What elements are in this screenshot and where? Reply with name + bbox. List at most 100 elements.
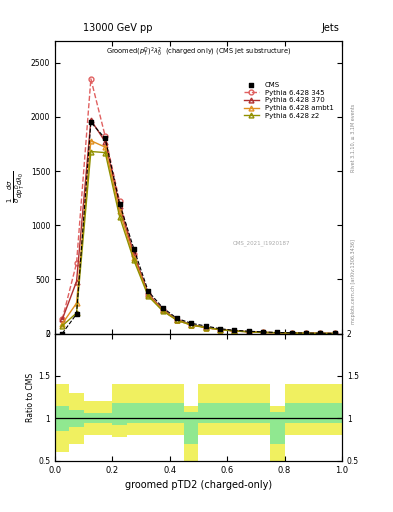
Pythia 6.428 z2 (189, 322, 194, 328)
Pythia 6.428 345 (261, 329, 265, 335)
Pythia 6.428 z2 (246, 329, 251, 335)
Legend: CMS, Pythia 6.428 345, Pythia 6.428 370, Pythia 6.428 ambt1, Pythia 6.428 z2: CMS, Pythia 6.428 345, Pythia 6.428 370,… (242, 79, 336, 121)
CMS (202, 322, 209, 330)
Pythia 6.428 370 (218, 327, 222, 333)
Pythia 6.428 z2 (289, 330, 294, 336)
Line: Pythia 6.428 ambt1: Pythia 6.428 ambt1 (60, 138, 337, 336)
CMS (88, 118, 94, 126)
Pythia 6.428 z2 (218, 327, 222, 333)
Text: Jets: Jets (321, 23, 339, 33)
Pythia 6.428 370 (332, 330, 337, 336)
Pythia 6.428 ambt1 (304, 330, 309, 336)
Pythia 6.428 z2 (318, 330, 323, 336)
Pythia 6.428 ambt1 (275, 330, 280, 336)
CMS (59, 330, 65, 338)
Pythia 6.428 345 (74, 260, 79, 266)
Pythia 6.428 345 (318, 330, 323, 336)
Pythia 6.428 345 (117, 198, 122, 204)
Pythia 6.428 345 (289, 330, 294, 336)
Pythia 6.428 z2 (304, 330, 309, 336)
Pythia 6.428 z2 (261, 329, 265, 335)
Pythia 6.428 ambt1 (88, 138, 93, 144)
Text: CMS_2021_I1920187: CMS_2021_I1920187 (233, 240, 290, 246)
CMS (332, 329, 338, 337)
Pythia 6.428 ambt1 (246, 329, 251, 335)
Pythia 6.428 345 (275, 330, 280, 336)
Pythia 6.428 370 (261, 329, 265, 335)
Pythia 6.428 ambt1 (218, 327, 222, 333)
Pythia 6.428 370 (174, 316, 179, 323)
Pythia 6.428 370 (189, 322, 194, 328)
Pythia 6.428 345 (132, 251, 136, 258)
Pythia 6.428 345 (232, 328, 237, 334)
Pythia 6.428 z2 (332, 330, 337, 336)
Pythia 6.428 ambt1 (146, 292, 151, 298)
Pythia 6.428 ambt1 (117, 208, 122, 214)
Pythia 6.428 370 (289, 330, 294, 336)
Pythia 6.428 345 (103, 133, 108, 139)
Pythia 6.428 ambt1 (203, 325, 208, 331)
Pythia 6.428 ambt1 (174, 317, 179, 323)
Pythia 6.428 345 (246, 329, 251, 335)
CMS (174, 314, 180, 323)
CMS (260, 328, 266, 336)
CMS (246, 327, 252, 335)
CMS (102, 135, 108, 143)
Pythia 6.428 z2 (146, 293, 151, 299)
Pythia 6.428 z2 (103, 150, 108, 156)
Pythia 6.428 345 (146, 291, 151, 297)
Pythia 6.428 345 (189, 322, 194, 328)
Pythia 6.428 z2 (74, 310, 79, 316)
Pythia 6.428 370 (160, 307, 165, 313)
Pythia 6.428 345 (88, 76, 93, 82)
Pythia 6.428 ambt1 (160, 307, 165, 313)
Pythia 6.428 z2 (203, 325, 208, 331)
Pythia 6.428 ambt1 (289, 330, 294, 336)
Text: Groomed$(p_T^D)^2\lambda_0^2$  (charged only) (CMS jet substructure): Groomed$(p_T^D)^2\lambda_0^2$ (charged o… (106, 46, 291, 59)
Pythia 6.428 z2 (132, 258, 136, 264)
Pythia 6.428 345 (160, 307, 165, 313)
CMS (145, 287, 151, 295)
CMS (231, 326, 237, 334)
Text: mcplots.cern.ch [arXiv:1306.3436]: mcplots.cern.ch [arXiv:1306.3436] (351, 239, 356, 324)
Pythia 6.428 ambt1 (232, 328, 237, 334)
Pythia 6.428 ambt1 (60, 321, 64, 327)
Pythia 6.428 z2 (160, 308, 165, 314)
Pythia 6.428 z2 (275, 330, 280, 336)
Line: Pythia 6.428 z2: Pythia 6.428 z2 (60, 149, 337, 336)
CMS (73, 310, 80, 318)
Pythia 6.428 ambt1 (332, 330, 337, 336)
Pythia 6.428 ambt1 (74, 300, 79, 306)
Pythia 6.428 z2 (88, 148, 93, 155)
Pythia 6.428 370 (246, 329, 251, 335)
Pythia 6.428 z2 (60, 323, 64, 329)
Pythia 6.428 ambt1 (103, 144, 108, 150)
Pythia 6.428 370 (88, 117, 93, 123)
X-axis label: groomed pTD2 (charged-only): groomed pTD2 (charged-only) (125, 480, 272, 490)
Y-axis label: Ratio to CMS: Ratio to CMS (26, 373, 35, 422)
Pythia 6.428 370 (74, 279, 79, 285)
Pythia 6.428 345 (304, 330, 309, 336)
Pythia 6.428 370 (60, 316, 64, 323)
CMS (317, 329, 323, 337)
CMS (217, 325, 223, 333)
Pythia 6.428 370 (232, 328, 237, 334)
Pythia 6.428 370 (103, 139, 108, 145)
Pythia 6.428 370 (117, 203, 122, 209)
CMS (288, 329, 295, 337)
Pythia 6.428 345 (60, 316, 64, 323)
CMS (131, 245, 137, 253)
CMS (160, 304, 166, 312)
CMS (188, 319, 195, 327)
Pythia 6.428 345 (203, 325, 208, 331)
CMS (274, 328, 281, 336)
Pythia 6.428 370 (275, 330, 280, 336)
Pythia 6.428 370 (304, 330, 309, 336)
Pythia 6.428 z2 (232, 328, 237, 334)
CMS (116, 200, 123, 208)
Pythia 6.428 345 (218, 327, 222, 333)
Pythia 6.428 345 (174, 317, 179, 324)
Pythia 6.428 ambt1 (132, 254, 136, 261)
Line: Pythia 6.428 345: Pythia 6.428 345 (60, 76, 337, 336)
Pythia 6.428 370 (132, 251, 136, 258)
